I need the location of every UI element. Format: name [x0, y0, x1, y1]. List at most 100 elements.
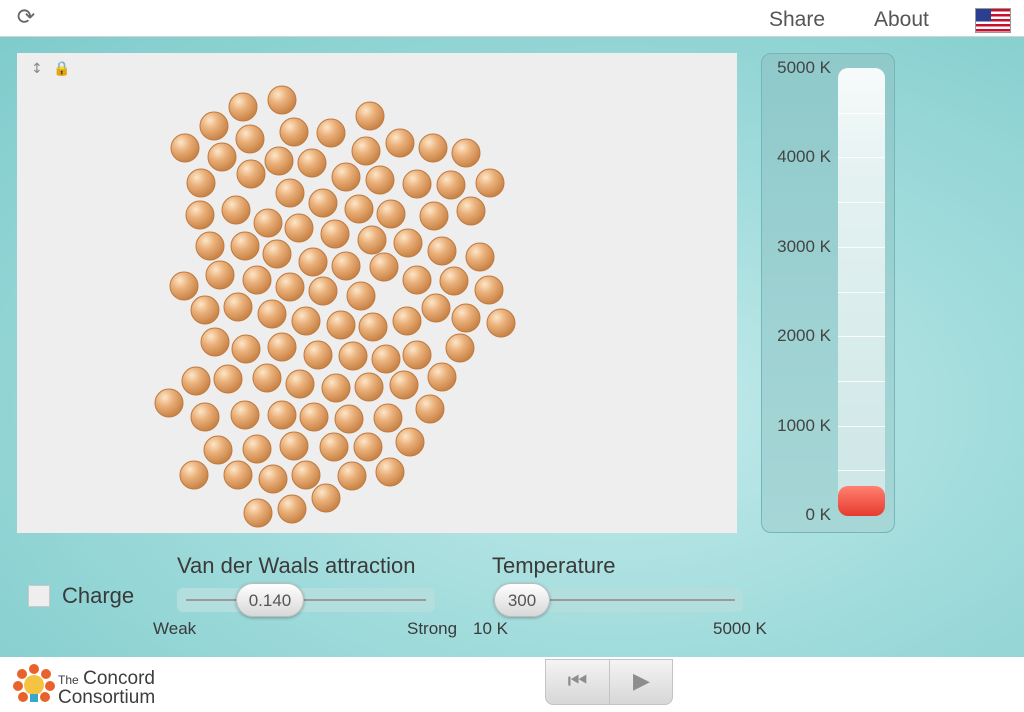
atom[interactable]: [392, 306, 422, 336]
atom[interactable]: [199, 111, 229, 141]
atom[interactable]: [279, 431, 309, 461]
skip-back-icon[interactable]: ⏮: [546, 660, 610, 704]
charge-checkbox[interactable]: [28, 585, 50, 607]
atom[interactable]: [338, 341, 368, 371]
atom[interactable]: [419, 201, 449, 231]
atom[interactable]: [299, 402, 329, 432]
atom[interactable]: [436, 170, 466, 200]
atom[interactable]: [365, 165, 395, 195]
atom[interactable]: [358, 312, 388, 342]
atom[interactable]: [353, 432, 383, 462]
atom[interactable]: [331, 251, 361, 281]
atom[interactable]: [291, 460, 321, 490]
temperature-slider-handle[interactable]: 300: [494, 583, 550, 617]
atom[interactable]: [154, 388, 184, 418]
atom[interactable]: [213, 364, 243, 394]
atom[interactable]: [326, 310, 356, 340]
atom[interactable]: [207, 142, 237, 172]
atom[interactable]: [486, 308, 516, 338]
atom[interactable]: [445, 333, 475, 363]
atom[interactable]: [451, 303, 481, 333]
atom[interactable]: [418, 133, 448, 163]
atom[interactable]: [311, 483, 341, 513]
atom[interactable]: [230, 231, 260, 261]
atom[interactable]: [474, 275, 504, 305]
atom[interactable]: [475, 168, 505, 198]
atom[interactable]: [354, 372, 384, 402]
atom[interactable]: [221, 195, 251, 225]
atom[interactable]: [371, 344, 401, 374]
concord-logo[interactable]: The Concord Consortium: [58, 668, 156, 708]
atom[interactable]: [169, 271, 199, 301]
atom[interactable]: [242, 434, 272, 464]
share-link[interactable]: Share: [769, 8, 826, 31]
atom[interactable]: [267, 332, 297, 362]
atom[interactable]: [373, 403, 403, 433]
atom[interactable]: [235, 124, 265, 154]
atom[interactable]: [186, 168, 216, 198]
atom[interactable]: [179, 460, 209, 490]
atom[interactable]: [451, 138, 481, 168]
atom[interactable]: [385, 128, 415, 158]
atom[interactable]: [427, 236, 457, 266]
atom[interactable]: [421, 293, 451, 323]
atom[interactable]: [277, 494, 307, 524]
atom[interactable]: [231, 334, 261, 364]
atom[interactable]: [308, 188, 338, 218]
atom[interactable]: [228, 92, 258, 122]
atom[interactable]: [200, 327, 230, 357]
atom[interactable]: [415, 394, 445, 424]
atom[interactable]: [223, 460, 253, 490]
atom[interactable]: [402, 340, 432, 370]
atom[interactable]: [319, 432, 349, 462]
reload-icon[interactable]: ⟳: [16, 5, 36, 30]
atom[interactable]: [275, 178, 305, 208]
charge-label[interactable]: Charge: [62, 583, 135, 608]
atom[interactable]: [267, 85, 297, 115]
atom[interactable]: [275, 272, 305, 302]
atom[interactable]: [393, 228, 423, 258]
atom[interactable]: [369, 252, 399, 282]
us-flag-icon[interactable]: [975, 8, 1011, 33]
atom[interactable]: [285, 369, 315, 399]
atom[interactable]: [297, 148, 327, 178]
atom[interactable]: [279, 117, 309, 147]
atom[interactable]: [334, 404, 364, 434]
atom[interactable]: [355, 101, 385, 131]
atom[interactable]: [264, 146, 294, 176]
atom[interactable]: [257, 299, 287, 329]
atom[interactable]: [308, 276, 338, 306]
atom[interactable]: [337, 461, 367, 491]
atom[interactable]: [236, 159, 266, 189]
atom[interactable]: [190, 402, 220, 432]
atom[interactable]: [375, 457, 405, 487]
atom[interactable]: [402, 169, 432, 199]
atom[interactable]: [205, 260, 235, 290]
atom[interactable]: [203, 435, 233, 465]
atom[interactable]: [389, 370, 419, 400]
atom[interactable]: [402, 265, 432, 295]
atom[interactable]: [223, 292, 253, 322]
atom[interactable]: [284, 213, 314, 243]
atom[interactable]: [253, 208, 283, 238]
atom[interactable]: [357, 225, 387, 255]
atom[interactable]: [243, 498, 273, 528]
atom[interactable]: [170, 133, 200, 163]
atom[interactable]: [190, 295, 220, 325]
atom[interactable]: [185, 200, 215, 230]
atom[interactable]: [303, 340, 333, 370]
about-link[interactable]: About: [874, 8, 929, 31]
atom[interactable]: [181, 366, 211, 396]
atom[interactable]: [252, 363, 282, 393]
atom[interactable]: [456, 196, 486, 226]
atom[interactable]: [316, 118, 346, 148]
atom[interactable]: [298, 247, 328, 277]
atom[interactable]: [230, 400, 260, 430]
atom[interactable]: [346, 281, 376, 311]
lock-icon[interactable]: 🔒: [53, 61, 71, 77]
atom[interactable]: [321, 373, 351, 403]
atom[interactable]: [376, 199, 406, 229]
atom[interactable]: [267, 400, 297, 430]
vdw-slider-handle[interactable]: 0.140: [236, 583, 304, 617]
atom[interactable]: [351, 136, 381, 166]
